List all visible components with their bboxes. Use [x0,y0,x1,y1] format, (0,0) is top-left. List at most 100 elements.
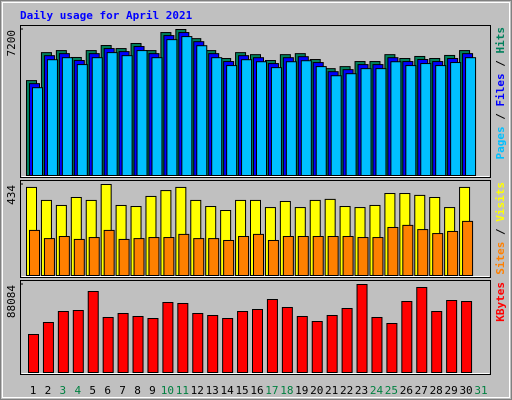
bar [87,290,99,373]
legend-entry: Pages [494,126,507,159]
x-tick-label: 4 [74,384,81,397]
x-tick-label: 21 [325,384,338,397]
bar [300,60,312,177]
legend-entry: Sites [494,242,507,275]
x-tick-label: 26 [400,384,413,397]
bar [447,230,459,276]
x-tick-label: 29 [445,384,458,397]
bar [432,233,444,276]
bar [330,75,342,176]
bar [420,63,432,176]
legend: Pages / Files / Hits [494,27,507,160]
x-tick-label: 3 [60,384,67,397]
y-tick-label: 88084 [5,285,18,318]
x-tick-label: 18 [280,384,293,397]
bar [405,65,417,176]
legend-separator: / [494,54,507,74]
bar [121,55,133,176]
bar [196,45,208,176]
bar [192,312,204,373]
bar [386,322,398,373]
bar [208,238,220,276]
bar [285,61,297,176]
bar [431,310,443,373]
x-tick-label: 30 [459,384,472,397]
x-tick-label: 13 [206,384,219,397]
x-tick-label: 27 [415,384,428,397]
bar [375,68,387,176]
bar [371,316,383,373]
bar [193,238,205,276]
bar [223,239,235,276]
legend-entry: Files [494,73,507,106]
bar [148,237,160,276]
bar [341,308,353,374]
x-tick-label: 28 [430,384,443,397]
bar [327,236,339,276]
bar [28,333,39,373]
x-tick-label: 7 [119,384,126,397]
legend: Sites / Visits [494,182,507,275]
bar [360,68,372,176]
bar [252,309,263,373]
bar [417,229,429,276]
bar [435,65,447,176]
bar [91,57,103,176]
bar [43,238,55,276]
bar [207,314,219,373]
x-tick-label: 24 [370,384,384,397]
bar [357,237,369,276]
x-tick-label: 20 [310,384,323,397]
legend: KBytes [494,282,507,322]
bar [211,57,223,176]
bar [73,238,85,277]
bar [222,318,234,374]
legend-entry: Visits [494,182,507,222]
x-tick-label: 9 [149,384,156,397]
bar [237,310,249,373]
bar [166,39,178,177]
bar [226,65,238,176]
bar [46,59,58,176]
y-tick-label: 434 [5,185,18,205]
bar [42,321,54,374]
bar [117,312,129,373]
x-tick-label: 11 [176,384,189,397]
x-tick-label: 5 [89,384,96,397]
bar [296,315,308,374]
x-tick-label: 8 [134,384,141,397]
bar [178,233,190,277]
bar [106,52,118,176]
bar [282,236,294,276]
bar [311,320,323,374]
bar [102,316,114,373]
bar [32,87,43,176]
bar [315,66,327,176]
bar [312,236,324,276]
bar [342,236,354,276]
bar [356,284,368,373]
bar [76,64,88,176]
bar [256,61,267,176]
legend-entry: Hits [494,27,507,54]
legend-separator: / [494,107,507,127]
bar [147,318,159,374]
y-tick-label: 7200 [5,30,18,57]
bar [345,73,357,176]
bar [253,233,264,277]
bar [297,236,309,276]
bar [132,315,144,374]
x-tick-label: 19 [295,384,308,397]
bar [163,237,175,276]
bar [136,50,148,176]
bar [402,224,414,277]
legend-separator: / [494,222,507,242]
x-tick-label: 16 [250,384,263,397]
bar [446,299,458,373]
bar [151,57,163,176]
bar [462,220,474,277]
bar [390,61,402,176]
bar [465,57,477,176]
